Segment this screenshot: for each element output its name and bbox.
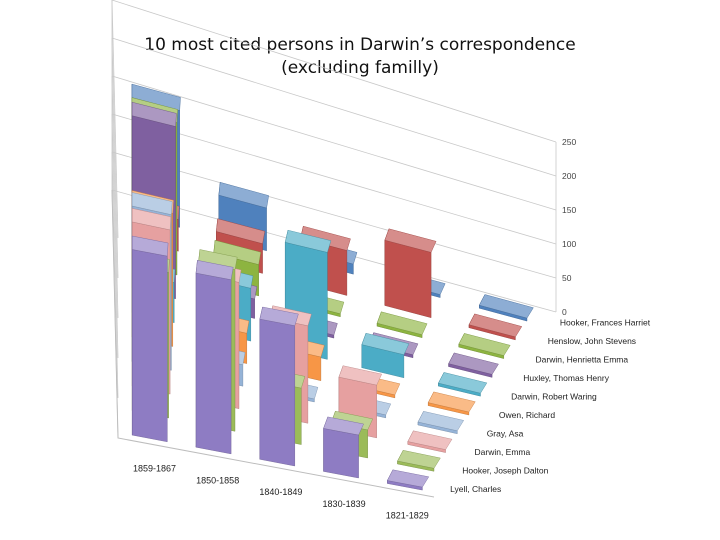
series-label: Darwin, Robert Waring: [511, 391, 597, 401]
bar-top: [427, 391, 476, 413]
floor-edge: [111, 189, 435, 498]
bars: [131, 83, 534, 491]
bar-front: [195, 272, 232, 455]
bar-top: [397, 450, 441, 469]
gridline: [111, 75, 557, 211]
z-tick-label: 150: [562, 205, 576, 215]
bar-top: [300, 225, 351, 251]
bar-top: [438, 372, 488, 394]
series-labels: Lyell, Charles Hooker, Joseph Dalton Darwi…: [450, 317, 651, 494]
bar: [376, 311, 428, 338]
bar-top: [131, 235, 169, 257]
z-axis-ticks: 0 50 100 150 200 250: [562, 137, 576, 317]
series-label: Gray, Asa: [487, 428, 524, 438]
bar-top: [376, 311, 428, 335]
bar-top: [323, 416, 364, 436]
bar-top: [259, 306, 299, 326]
bar-top: [468, 313, 523, 338]
bar: [259, 306, 299, 467]
series-label: Huxley, Thomas Henry: [523, 373, 609, 383]
bar-top: [417, 411, 465, 432]
bar-top: [218, 182, 269, 209]
category-label: 1840-1849: [259, 487, 302, 497]
gridlines: [111, 0, 557, 498]
bar: [384, 228, 437, 318]
bar: [386, 469, 430, 491]
series-label: Darwin, Emma: [475, 447, 531, 457]
series-label: Hooker, Joseph Dalton: [462, 465, 548, 475]
gridline: [111, 0, 119, 239]
bar: [323, 416, 364, 479]
category-label: 1850-1858: [196, 475, 239, 485]
gridline: [111, 75, 119, 319]
bar-top: [216, 218, 266, 244]
chart-title: 10 most cited persons in Darwin’s corres…: [0, 34, 720, 80]
bar-top: [386, 469, 430, 488]
bar-top: [458, 333, 511, 356]
z-tick-label: 0: [562, 307, 567, 317]
gridline: [111, 113, 119, 359]
gridline: [111, 113, 557, 245]
bar: [479, 294, 534, 322]
bar: [448, 352, 499, 378]
series-label: Lyell, Charles: [450, 484, 501, 494]
series-label: Henslow, John Stevens: [548, 336, 636, 346]
gridline: [111, 37, 557, 177]
bar: [397, 450, 441, 472]
bar-top: [479, 294, 534, 319]
bar-front: [259, 318, 295, 467]
z-tick-label: 250: [562, 137, 576, 147]
z-tick-label: 50: [562, 273, 572, 283]
bar-top: [213, 240, 262, 265]
series-label: Darwin, Henrietta Emma: [536, 354, 629, 364]
bar-top: [195, 260, 234, 280]
bar: [361, 332, 410, 379]
bar: [427, 391, 476, 416]
gridline: [111, 0, 557, 143]
bar-top: [338, 365, 382, 386]
bar-front: [323, 428, 359, 479]
bar-top: [131, 101, 177, 127]
bar-top: [448, 352, 499, 375]
bar-top: [131, 192, 173, 215]
bar-front: [384, 239, 432, 318]
category-label: 1859-1867: [133, 464, 176, 474]
category-label: 1821-1829: [386, 511, 429, 521]
bar: [438, 372, 488, 397]
bar: [417, 411, 465, 435]
bar: [407, 430, 453, 453]
z-tick-label: 100: [562, 239, 576, 249]
series-label: Hooker, Frances Harriet: [560, 317, 651, 327]
bar-front: [131, 249, 168, 443]
bar-top: [407, 430, 453, 450]
bar-top: [284, 229, 332, 253]
gridline: [111, 37, 119, 279]
gridline: [111, 151, 557, 279]
bar: [195, 260, 234, 455]
category-labels: 1859-1867 1850-1858 1840-1849 1830-1839 1821…: [133, 464, 429, 521]
category-label: 1830-1839: [323, 499, 366, 509]
bar-top: [384, 228, 437, 253]
chart-title-line-2: (excluding familly): [281, 58, 439, 78]
bar: [468, 313, 523, 341]
z-tick-label: 200: [562, 171, 576, 181]
bar: [458, 333, 511, 359]
series-label: Owen, Richard: [499, 410, 555, 420]
bar-top: [361, 332, 410, 355]
bar: [131, 235, 169, 443]
chart-title-line-1: 10 most cited persons in Darwin’s corres…: [144, 35, 576, 55]
gridline: [111, 151, 119, 399]
bar-top: [131, 208, 172, 231]
